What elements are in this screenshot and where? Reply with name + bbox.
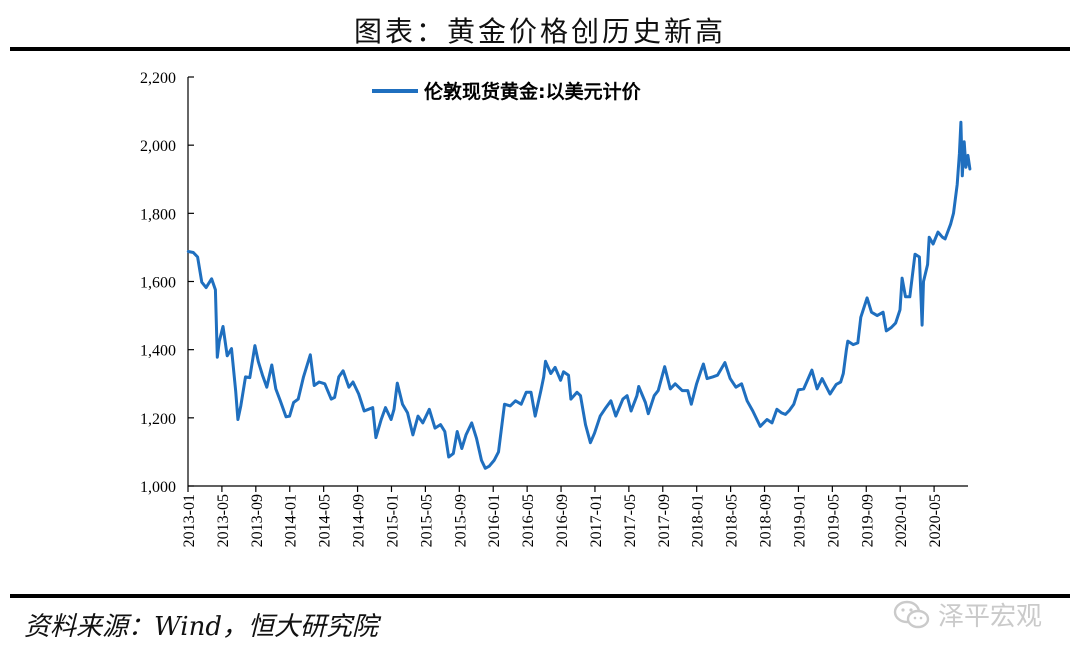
x-tick-label: 2019-05: [825, 494, 842, 547]
y-tick-label: 1,600: [140, 275, 176, 292]
x-tick-label: 2016-09: [554, 494, 571, 547]
series-layer: [186, 120, 972, 470]
legend-label: 伦敦现货黄金:以美元计价: [424, 80, 642, 103]
x-tick-label: 2017-01: [588, 494, 605, 547]
series-line-gold-price: [186, 120, 972, 470]
line-chart: 1,000 1,200 1,400 1,600 1,800 2,000 2,200 2013…: [140, 70, 972, 547]
x-tick-label: 2013-09: [249, 494, 266, 547]
top-rule: [10, 47, 1070, 51]
x-tick-label: 2016-05: [520, 494, 537, 547]
x-tick-label: 2014-09: [351, 494, 368, 547]
y-axis: 1,000 1,200 1,400 1,600 1,800 2,000 2,200: [140, 70, 194, 496]
x-tick-label: 2013-01: [181, 494, 198, 547]
x-tick-label: 2017-09: [656, 494, 673, 547]
x-tick-label: 2015-09: [452, 494, 469, 547]
x-tick-label: 2015-01: [384, 494, 401, 547]
x-tick-label: 2018-05: [724, 494, 741, 547]
wechat-icon: [893, 600, 930, 628]
watermark-label: 泽平宏观: [938, 602, 1043, 632]
y-tick-label: 1,200: [140, 411, 176, 428]
x-tick-label: 2014-05: [317, 494, 334, 547]
x-tick-label: 2014-01: [283, 494, 300, 547]
x-tick-label: 2019-09: [859, 494, 876, 547]
x-tick-label: 2020-01: [893, 494, 910, 547]
x-axis: 2013-01 2013-05 2013-09 2014-01 2014-05 2014-…: [181, 485, 968, 547]
x-tick-label: 2017-05: [622, 494, 639, 547]
y-tick-label: 1,400: [140, 343, 176, 360]
y-tick-label: 2,200: [140, 70, 176, 87]
x-tick-label: 2018-09: [758, 494, 775, 547]
y-tick-label: 1,800: [140, 206, 176, 223]
x-tick-label: 2019-01: [791, 494, 808, 547]
bottom-rule: [10, 594, 1070, 598]
x-tick-label: 2016-01: [486, 494, 503, 547]
x-tick-label: 2013-05: [215, 494, 232, 547]
legend: 伦敦现货黄金:以美元计价: [372, 80, 642, 103]
x-tick-label: 2018-01: [690, 494, 707, 547]
y-tick-label: 1,000: [140, 479, 176, 496]
x-tick-label: 2020-05: [927, 494, 944, 547]
chart-title: 图表：黄金价格创历史新高: [353, 15, 726, 48]
source-note: 资料来源：Wind，恒大研究院: [24, 612, 378, 642]
x-tick-label: 2015-05: [418, 494, 435, 547]
watermark: 泽平宏观: [892, 596, 1042, 633]
y-tick-label: 2,000: [140, 138, 176, 155]
